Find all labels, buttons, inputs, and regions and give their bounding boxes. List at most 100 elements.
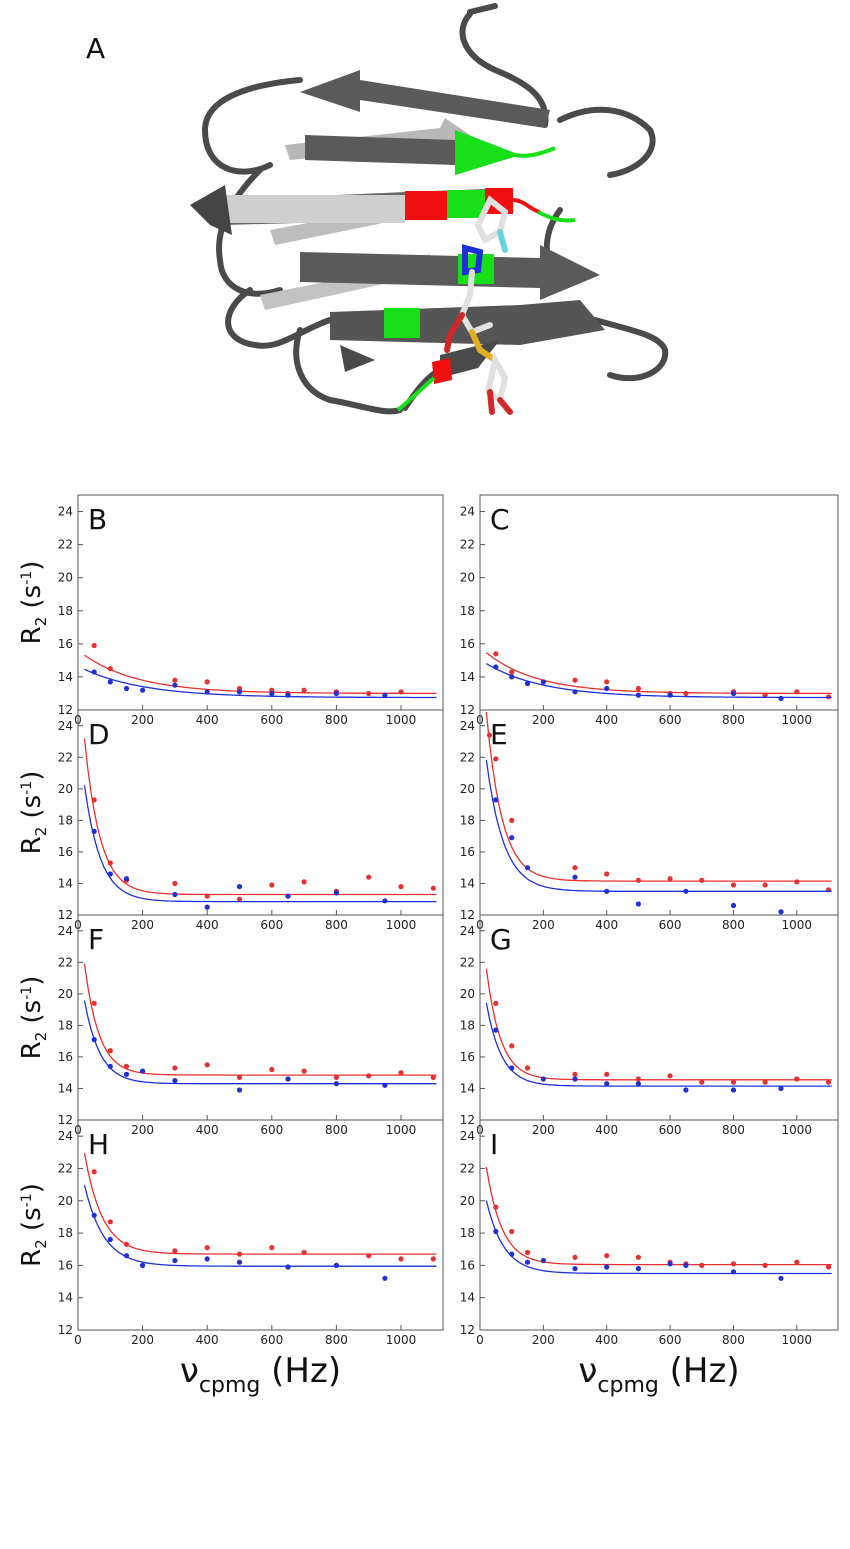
x-axis-title-part: (Hz) (260, 1351, 341, 1391)
data-point-red (172, 677, 178, 683)
fit-curve-blue (83, 1185, 437, 1267)
y-axis-title-part: 2 (32, 1239, 50, 1249)
fit-curve-blue (84, 668, 437, 699)
data-point-blue (204, 904, 210, 910)
fit-curve-red (485, 1166, 832, 1266)
y-tick-label: 22 (58, 1161, 73, 1175)
x-tick-label: 600 (659, 713, 682, 727)
y-tick-label: 18 (58, 1018, 73, 1032)
data-point-blue (333, 1081, 339, 1087)
data-point-blue (91, 669, 97, 675)
data-point-red (398, 884, 404, 890)
y-axis-title-part: R (17, 626, 47, 644)
y-tick-label: 16 (460, 1050, 475, 1064)
y-tick-label: 20 (460, 782, 475, 796)
ligand-ring-top (474, 195, 509, 245)
ligand-carbonyl (444, 312, 465, 353)
data-point-red (430, 1256, 436, 1262)
data-point-blue (107, 1063, 113, 1069)
fit-curve-red (485, 968, 832, 1081)
coil-loop-left-upper (202, 77, 303, 175)
y-axis-title-part: -1 (19, 1193, 35, 1207)
data-point-red (366, 1073, 372, 1079)
data-point-red (236, 1074, 243, 1080)
data-point-red (730, 1079, 737, 1085)
x-tick-label: 1000 (386, 1333, 417, 1347)
data-point-red (123, 1063, 130, 1069)
x-tick-label: 1000 (782, 918, 813, 932)
y-axis-title: R2 (s-1) (17, 561, 50, 645)
data-point-blue (635, 692, 642, 698)
y-axis-title-part: ) (17, 771, 47, 781)
data-point-red (794, 1076, 800, 1082)
data-point-red (762, 692, 768, 698)
data-point-red (269, 882, 275, 888)
strand-2-green-loop (537, 210, 576, 223)
y-axis-title-part: (s (17, 585, 47, 617)
y-tick-label: 12 (460, 908, 475, 922)
data-point-blue (730, 1269, 737, 1275)
y-tick-label: 18 (460, 604, 475, 618)
coil-loop-left-lower (225, 287, 333, 349)
strand-3 (300, 245, 600, 300)
data-point-blue (683, 1262, 689, 1268)
fit-curve-blue (83, 785, 437, 903)
y-tick-label: 16 (460, 1258, 475, 1272)
y-axis-title-part: -1 (19, 781, 35, 795)
y-tick-label: 18 (460, 1226, 475, 1240)
x-axis-title-part: cpmg (597, 1373, 658, 1398)
y-tick-label: 24 (58, 719, 73, 733)
x-tick-label: 0 (74, 1333, 82, 1347)
data-point-red (825, 1079, 832, 1085)
y-tick-label: 20 (58, 782, 73, 796)
panel-label: B (88, 503, 107, 536)
data-point-blue (683, 1087, 689, 1093)
strand-top-arrow (300, 70, 550, 128)
data-point-blue (333, 690, 339, 697)
ligand-fluorine-bond (497, 229, 508, 253)
data-point-red (509, 817, 515, 824)
y-tick-label: 20 (460, 987, 475, 1001)
y-axis-title-part: 2 (32, 617, 50, 627)
fit-curve-blue (485, 663, 832, 699)
y-tick-label: 24 (460, 1129, 475, 1143)
strand-left-arrow (190, 185, 232, 235)
y-axis-title: R2 (s-1) (17, 1183, 50, 1267)
y-tick-label: 20 (58, 1194, 73, 1208)
y-tick-label: 22 (58, 955, 73, 969)
data-point-blue (285, 692, 291, 698)
data-point-blue (140, 1262, 146, 1268)
data-point-red (107, 1048, 113, 1054)
data-point-blue (524, 865, 531, 871)
y-tick-label: 16 (460, 845, 475, 859)
data-point-red (269, 1066, 275, 1073)
y-tick-label: 12 (460, 703, 475, 717)
data-point-blue (204, 1256, 210, 1262)
y-tick-label: 22 (58, 538, 73, 552)
data-point-red (236, 896, 243, 902)
data-point-blue (204, 689, 210, 695)
data-point-blue (509, 1065, 515, 1071)
data-point-red (730, 1261, 737, 1267)
y-tick-label: 20 (460, 571, 475, 585)
y-tick-label: 12 (58, 1113, 73, 1127)
data-point-blue (236, 884, 243, 890)
y-tick-label: 14 (58, 670, 73, 684)
y-tick-label: 20 (58, 987, 73, 1001)
data-point-red (604, 679, 610, 685)
data-point-blue (667, 692, 673, 698)
strand-left-lower-arrow (340, 345, 375, 372)
fit-curve-red (84, 654, 437, 695)
y-tick-label: 12 (58, 703, 73, 717)
x-tick-label: 800 (722, 918, 745, 932)
panel-label: I (490, 1128, 498, 1161)
ligand (444, 195, 513, 415)
x-tick-label: 800 (325, 1333, 348, 1347)
data-point-red (172, 880, 178, 887)
data-point-red (366, 874, 372, 880)
data-point-red (301, 1249, 307, 1256)
data-point-red (699, 1262, 705, 1268)
